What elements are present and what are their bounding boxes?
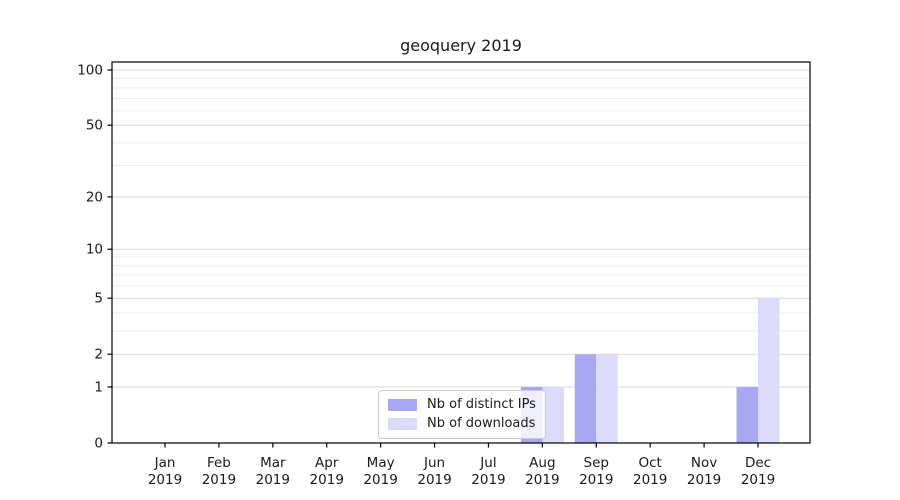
x-tick-label-month: Oct bbox=[639, 455, 662, 471]
x-tick-label-year: 2019 bbox=[687, 472, 721, 488]
legend-item-distinct-ips: Nb of distinct IPs bbox=[388, 397, 536, 413]
x-tick-label-year: 2019 bbox=[256, 472, 290, 488]
x-tick-label-year: 2019 bbox=[310, 472, 344, 488]
plot-border bbox=[111, 61, 811, 444]
x-tick-label-month: Mar bbox=[260, 455, 286, 471]
x-tick-label-year: 2019 bbox=[417, 472, 451, 488]
bar-nb-of-downloads-aug bbox=[542, 386, 564, 443]
y-tick-label: 1 bbox=[94, 379, 103, 395]
bar-nb-of-distinct-ips-dec bbox=[736, 386, 758, 443]
legend-label-distinct-ips: Nb of distinct IPs bbox=[427, 397, 536, 412]
x-tick-label-year: 2019 bbox=[579, 472, 613, 488]
x-tick-label-year: 2019 bbox=[148, 472, 182, 488]
y-tick-label: 0 bbox=[94, 436, 103, 452]
x-tick-label-month: Apr bbox=[315, 455, 339, 471]
legend-label-downloads: Nb of downloads bbox=[427, 416, 536, 431]
x-tick-label-month: Nov bbox=[691, 455, 717, 471]
y-tick-label: 2 bbox=[94, 347, 103, 363]
x-tick-label-month: Jul bbox=[479, 455, 496, 471]
x-tick-label-month: Sep bbox=[584, 455, 609, 471]
x-tick-label-year: 2019 bbox=[525, 472, 559, 488]
legend-swatch-distinct-ips bbox=[388, 399, 417, 411]
x-tick-label-month: Jan bbox=[154, 455, 176, 471]
x-tick-label-month: Aug bbox=[529, 455, 555, 471]
legend-item-downloads: Nb of downloads bbox=[388, 416, 536, 432]
bar-nb-of-distinct-ips-sep bbox=[574, 354, 597, 443]
y-tick-label: 100 bbox=[77, 63, 103, 79]
chart-title: geoquery 2019 bbox=[400, 36, 522, 55]
x-tick-label-month: Jun bbox=[423, 455, 445, 471]
y-tick-label: 5 bbox=[94, 291, 103, 307]
y-tick-label: 10 bbox=[86, 242, 103, 258]
legend-swatch-downloads bbox=[388, 418, 417, 430]
legend: Nb of distinct IPs Nb of downloads bbox=[378, 390, 546, 439]
y-tick-label: 20 bbox=[86, 189, 103, 205]
x-tick-label-year: 2019 bbox=[202, 472, 236, 488]
x-tick-label-year: 2019 bbox=[471, 472, 505, 488]
x-tick-label-year: 2019 bbox=[363, 472, 397, 488]
x-tick-label-month: May bbox=[367, 455, 395, 471]
x-tick-label-year: 2019 bbox=[633, 472, 667, 488]
x-tick-label-month: Dec bbox=[745, 455, 771, 471]
bar-nb-of-downloads-dec bbox=[758, 298, 780, 443]
bar-nb-of-downloads-sep bbox=[596, 354, 618, 443]
x-tick-label-year: 2019 bbox=[741, 472, 775, 488]
x-tick-label-month: Feb bbox=[207, 455, 231, 471]
y-tick-label: 50 bbox=[86, 118, 103, 134]
